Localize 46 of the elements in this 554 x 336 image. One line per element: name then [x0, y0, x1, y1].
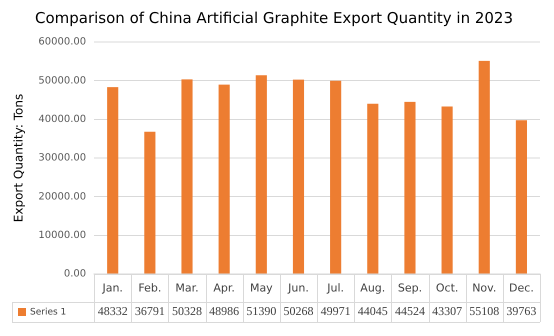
- y-tick-label: 40000.00: [38, 114, 86, 125]
- x-tick-label: Nov.: [472, 281, 496, 294]
- y-tick-label: 20000.00: [38, 191, 86, 202]
- bar: [256, 75, 267, 274]
- x-tick-label: Mar.: [175, 281, 199, 294]
- data-label: 50268: [283, 304, 314, 318]
- bar: [107, 87, 118, 274]
- bar: [330, 80, 342, 274]
- data-label: 43307: [432, 304, 462, 318]
- data-label: 49971: [320, 304, 351, 318]
- bar: [404, 102, 416, 274]
- data-label: 44524: [394, 304, 425, 318]
- x-tick-label: Jul.: [326, 281, 344, 294]
- data-label: 51390: [246, 304, 276, 318]
- y-tick-label: 0.00: [64, 268, 86, 280]
- bar: [516, 120, 527, 274]
- x-tick-label: Aug.: [360, 281, 386, 294]
- x-tick-label: Jun.: [287, 281, 309, 294]
- data-label: 44045: [358, 304, 388, 318]
- x-tick-label: Apr.: [213, 281, 235, 294]
- x-tick-label: Sep.: [398, 281, 422, 294]
- x-tick-label: Dec.: [509, 281, 534, 294]
- data-label: 36791: [134, 304, 165, 318]
- x-tick-label: Jan.: [101, 281, 123, 294]
- data-label: 48986: [209, 304, 240, 318]
- legend-label: Series 1: [30, 307, 66, 318]
- y-tick-label: 50000.00: [38, 75, 86, 86]
- y-tick-label: 30000.00: [38, 152, 86, 164]
- bar: [181, 79, 193, 274]
- data-label: 39763: [506, 304, 536, 318]
- bar: [442, 106, 453, 274]
- data-label: 50328: [172, 304, 202, 318]
- data-label: 48332: [98, 304, 128, 318]
- chart-title: Comparison of China Artificial Graphite Export Quantity in 2023: [34, 8, 514, 27]
- x-tick-label: Oct.: [436, 281, 458, 294]
- bar: [218, 84, 230, 274]
- y-axis-title: Export Quantity: Tons: [11, 94, 26, 222]
- y-tick-label: 60000.00: [38, 36, 86, 48]
- bar: [367, 104, 378, 274]
- y-tick-label: 10000.00: [38, 230, 86, 241]
- x-tick-label: Feb.: [138, 281, 162, 294]
- bar: [292, 80, 304, 274]
- bar: [144, 132, 156, 274]
- x-tick-label: May: [250, 281, 274, 294]
- data-label: 55108: [469, 304, 500, 318]
- bar: [478, 60, 490, 274]
